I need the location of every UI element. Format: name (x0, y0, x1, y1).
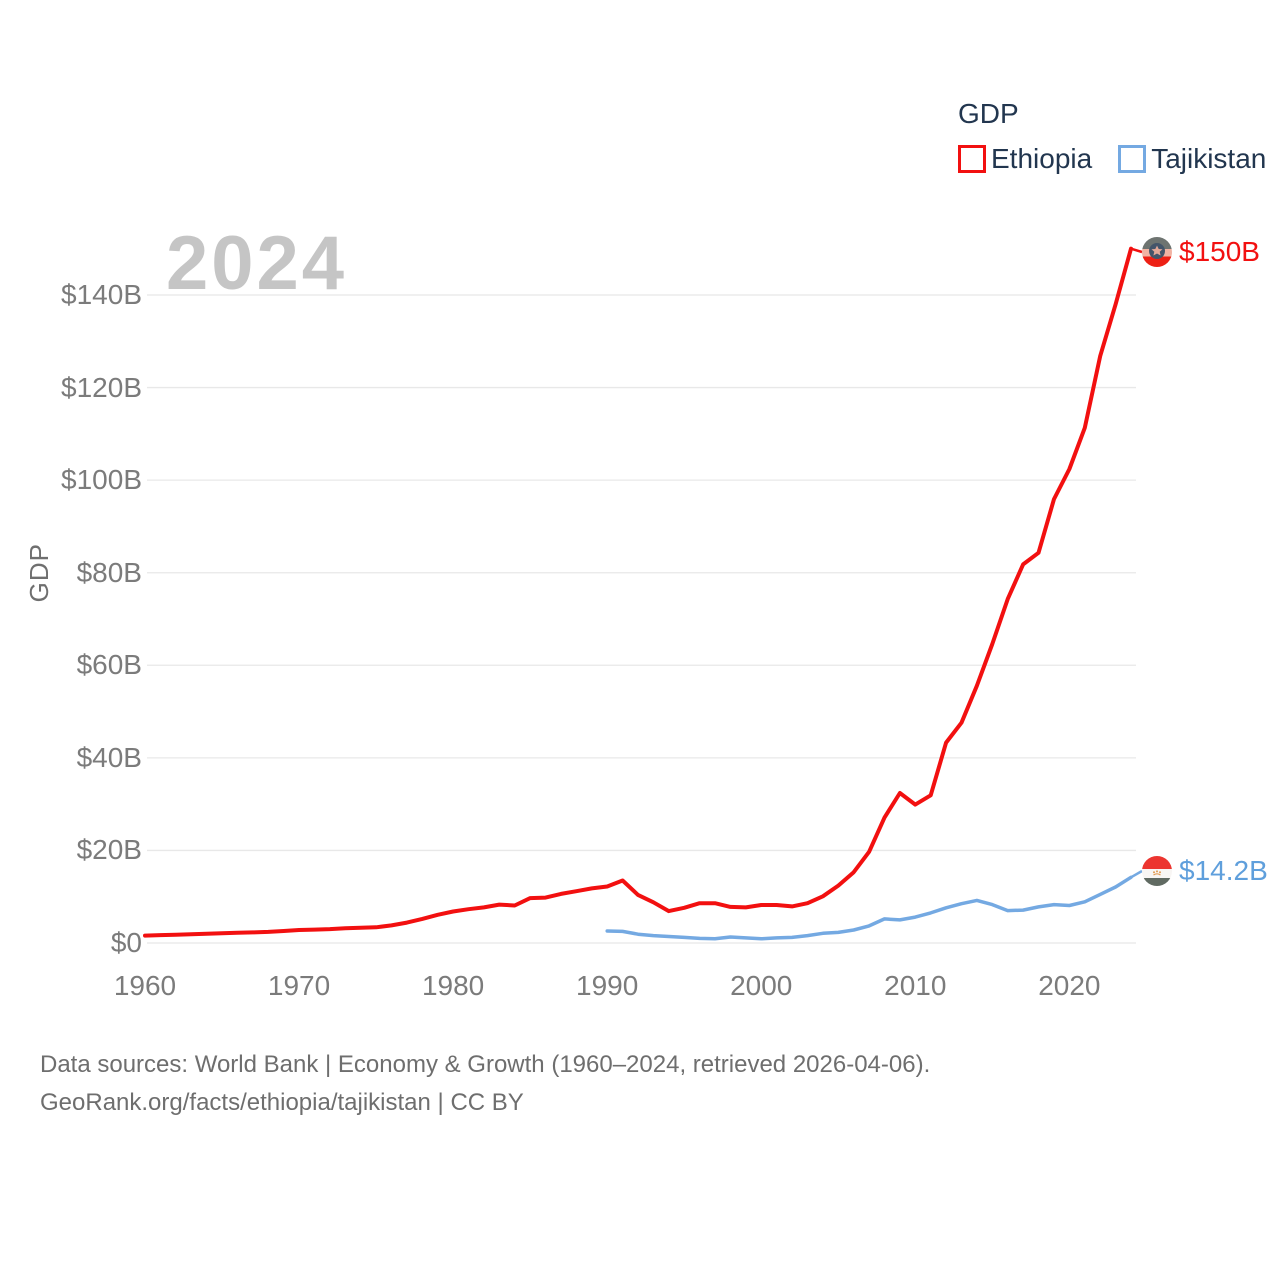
legend-item-tajikistan[interactable]: Tajikistan (1118, 144, 1266, 174)
legend-label: Ethiopia (991, 143, 1093, 174)
watermark-year: 2024 (166, 221, 348, 306)
y-tick-label: $20B (76, 834, 142, 866)
ethiopia-flag-icon (1142, 237, 1172, 267)
series-line-tajikistan[interactable] (605, 875, 1133, 941)
tajikistan-flag-icon (1142, 856, 1172, 886)
end-label-connector-tajikistan (1130, 869, 1143, 879)
footer-data-sources: Data sources: World Bank | Economy & Gro… (40, 1051, 931, 1078)
legend-swatch-ethiopia (958, 145, 986, 173)
series-line-ethiopia[interactable] (143, 246, 1133, 938)
x-tick-label: 1960 (113, 970, 177, 1001)
x-tick-label: 2000 (730, 970, 793, 1001)
end-value-tajikistan: $14.2B (1179, 855, 1268, 886)
x-tick-label: 2020 (1038, 970, 1101, 1001)
end-label-tajikistan: $14.2B (1142, 856, 1268, 886)
y-tick-label: $120B (61, 371, 142, 403)
legend-items: Ethiopia Tajikistan (958, 144, 1266, 174)
y-tick-label: $40B (76, 741, 142, 773)
legend: GDP Ethiopia Tajikistan (958, 98, 1266, 174)
y-tick-label: $140B (61, 279, 142, 310)
x-tick-label: 1970 (267, 970, 331, 1001)
footer-attribution: GeoRank.org/facts/ethiopia/tajikistan | … (40, 1089, 524, 1116)
x-tick-label: 1980 (421, 970, 485, 1001)
end-value-ethiopia: $150B (1179, 236, 1260, 267)
x-tick-label: 2010 (884, 970, 947, 1001)
y-tick-label: $0 (110, 927, 142, 958)
legend-title: GDP (958, 98, 1019, 129)
y-tick-label: $100B (61, 464, 142, 496)
end-label-ethiopia: $150B (1142, 237, 1260, 267)
legend-swatch-tajikistan (1118, 145, 1147, 173)
x-tick-label: 1990 (576, 970, 639, 1001)
legend-item-ethiopia[interactable]: Ethiopia (958, 144, 1092, 174)
legend-label: Tajikistan (1151, 143, 1267, 174)
end-label-connector-ethiopia (1130, 247, 1143, 254)
y-tick-label: $80B (76, 556, 142, 588)
footer: Data sources: World Bank | Economy & Gro… (40, 1046, 930, 1122)
y-tick-label: $60B (76, 649, 142, 681)
